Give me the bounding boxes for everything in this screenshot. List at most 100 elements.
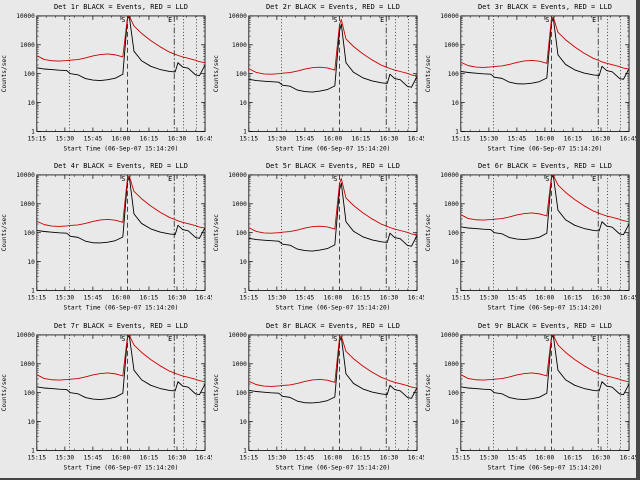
- detector-panel-9: 1 10 100 1000 10000 15:15 15:30 15:45 16:00 16:15…: [424, 319, 636, 478]
- svg-text:16:15: 16:15: [140, 135, 159, 142]
- panel-title: Det 4r BLACK = Events, RED = LLD: [54, 162, 188, 170]
- svg-text:100: 100: [448, 71, 459, 78]
- svg-text:S: S: [121, 16, 125, 24]
- svg-text:100: 100: [24, 390, 35, 397]
- svg-text:E: E: [380, 335, 384, 343]
- x-axis-label: Start Time (06-Sep-07 15:14:20): [487, 464, 602, 471]
- x-axis-label: Start Time (06-Sep-07 15:14:20): [487, 145, 602, 152]
- x-axis-label: Start Time (06-Sep-07 15:14:20): [487, 305, 602, 312]
- svg-text:10000: 10000: [440, 332, 459, 339]
- svg-text:16:15: 16:15: [140, 295, 159, 302]
- svg-text:16:45: 16:45: [408, 295, 424, 302]
- svg-text:E: E: [592, 335, 596, 343]
- svg-text:16:30: 16:30: [592, 454, 611, 461]
- svg-text:15:15: 15:15: [28, 135, 47, 142]
- svg-text:10000: 10000: [16, 13, 35, 20]
- chart-svg: 1 10 100 1000 10000 15:15 15:30 15:45 16:00 16:15…: [213, 162, 424, 311]
- svg-text:16:00: 16:00: [536, 454, 555, 461]
- svg-text:16:45: 16:45: [196, 454, 212, 461]
- chart-svg: 1 10 100 1000 10000 15:15 15:30 15:45 16:00 16:15…: [213, 3, 424, 152]
- chart-svg: 1 10 100 1000 10000 15:15 15:30 15:45 16:00 16:15…: [1, 322, 212, 471]
- panel-title: Det 2r BLACK = Events, RED = LLD: [266, 3, 400, 11]
- svg-text:15:45: 15:45: [84, 454, 103, 461]
- svg-text:100: 100: [448, 230, 459, 237]
- panel-title: Det 8r BLACK = Events, RED = LLD: [266, 322, 400, 330]
- svg-text:16:00: 16:00: [324, 295, 343, 302]
- svg-text:15:45: 15:45: [84, 135, 103, 142]
- svg-text:1000: 1000: [232, 201, 247, 208]
- svg-text:E: E: [592, 175, 596, 183]
- chart-svg: 1 10 100 1000 10000 15:15 15:30 15:45 16:00 16:15…: [1, 162, 212, 311]
- svg-text:16:30: 16:30: [380, 454, 399, 461]
- svg-text:16:00: 16:00: [536, 135, 555, 142]
- svg-text:E: E: [380, 16, 384, 24]
- svg-text:16:15: 16:15: [352, 295, 371, 302]
- detector-panel-7: 1 10 100 1000 10000 15:15 15:30 15:45 16:00 16:15…: [0, 319, 212, 478]
- svg-text:16:45: 16:45: [408, 135, 424, 142]
- y-axis-label: Counts/sec: [1, 55, 8, 92]
- panel-title: Det 1r BLACK = Events, RED = LLD: [54, 3, 188, 11]
- svg-text:15:15: 15:15: [240, 295, 259, 302]
- panel-title: Det 5r BLACK = Events, RED = LLD: [266, 162, 400, 170]
- y-axis-label: Counts/sec: [425, 214, 432, 251]
- panel-title: Det 7r BLACK = Events, RED = LLD: [54, 322, 188, 330]
- svg-text:100: 100: [24, 71, 35, 78]
- svg-text:10: 10: [239, 259, 247, 266]
- svg-text:15:15: 15:15: [452, 295, 471, 302]
- svg-text:S: S: [545, 16, 549, 24]
- svg-text:10: 10: [451, 419, 459, 426]
- svg-text:16:15: 16:15: [140, 454, 159, 461]
- panel-title: Det 9r BLACK = Events, RED = LLD: [478, 322, 612, 330]
- svg-text:1000: 1000: [232, 361, 247, 368]
- svg-text:16:30: 16:30: [168, 135, 187, 142]
- svg-text:15:30: 15:30: [268, 135, 287, 142]
- svg-text:S: S: [545, 175, 549, 183]
- svg-text:16:00: 16:00: [324, 454, 343, 461]
- x-axis-label: Start Time (06-Sep-07 15:14:20): [63, 464, 178, 471]
- svg-text:16:15: 16:15: [564, 135, 583, 142]
- svg-text:100: 100: [236, 390, 247, 397]
- svg-text:10000: 10000: [16, 173, 35, 180]
- svg-text:S: S: [545, 335, 549, 343]
- svg-text:15:45: 15:45: [508, 295, 527, 302]
- svg-text:16:45: 16:45: [620, 454, 636, 461]
- svg-text:10000: 10000: [440, 13, 459, 20]
- svg-text:15:30: 15:30: [56, 135, 75, 142]
- y-axis-label: Counts/sec: [213, 374, 220, 411]
- chart-svg: 1 10 100 1000 10000 15:15 15:30 15:45 16:00 16:15…: [425, 162, 636, 312]
- panel-title: Det 6r BLACK = Events, RED = LLD: [478, 162, 612, 170]
- svg-text:1: 1: [455, 447, 459, 454]
- y-axis-label: Counts/sec: [425, 374, 432, 411]
- svg-text:10000: 10000: [228, 13, 247, 20]
- svg-text:10: 10: [451, 100, 459, 107]
- svg-text:15:15: 15:15: [28, 295, 47, 302]
- svg-text:1: 1: [31, 447, 35, 454]
- svg-text:1000: 1000: [20, 201, 35, 208]
- svg-text:100: 100: [24, 230, 35, 237]
- svg-text:16:15: 16:15: [352, 135, 371, 142]
- svg-text:15:30: 15:30: [268, 454, 287, 461]
- svg-text:10: 10: [27, 100, 35, 107]
- svg-text:10: 10: [239, 419, 247, 426]
- svg-text:16:30: 16:30: [592, 295, 611, 302]
- svg-text:10000: 10000: [440, 173, 459, 180]
- svg-text:1: 1: [455, 129, 459, 136]
- panel-title: Det 3r BLACK = Events, RED = LLD: [478, 3, 612, 11]
- x-axis-label: Start Time (06-Sep-07 15:14:20): [63, 145, 178, 152]
- svg-text:E: E: [168, 335, 172, 343]
- svg-text:1: 1: [455, 288, 459, 295]
- chart-svg: 1 10 100 1000 10000 15:15 15:30 15:45 16:00 16:15…: [1, 3, 212, 152]
- svg-text:1000: 1000: [20, 361, 35, 368]
- svg-text:15:45: 15:45: [508, 135, 527, 142]
- svg-text:100: 100: [236, 230, 247, 237]
- svg-text:16:15: 16:15: [564, 454, 583, 461]
- svg-text:1000: 1000: [444, 201, 459, 208]
- x-axis-label: Start Time (06-Sep-07 15:14:20): [275, 145, 390, 152]
- svg-text:1: 1: [31, 129, 35, 136]
- svg-text:15:45: 15:45: [296, 135, 315, 142]
- svg-text:15:15: 15:15: [240, 135, 259, 142]
- chart-svg: 1 10 100 1000 10000 15:15 15:30 15:45 16:00 16:15…: [213, 322, 424, 471]
- svg-text:1: 1: [243, 129, 247, 136]
